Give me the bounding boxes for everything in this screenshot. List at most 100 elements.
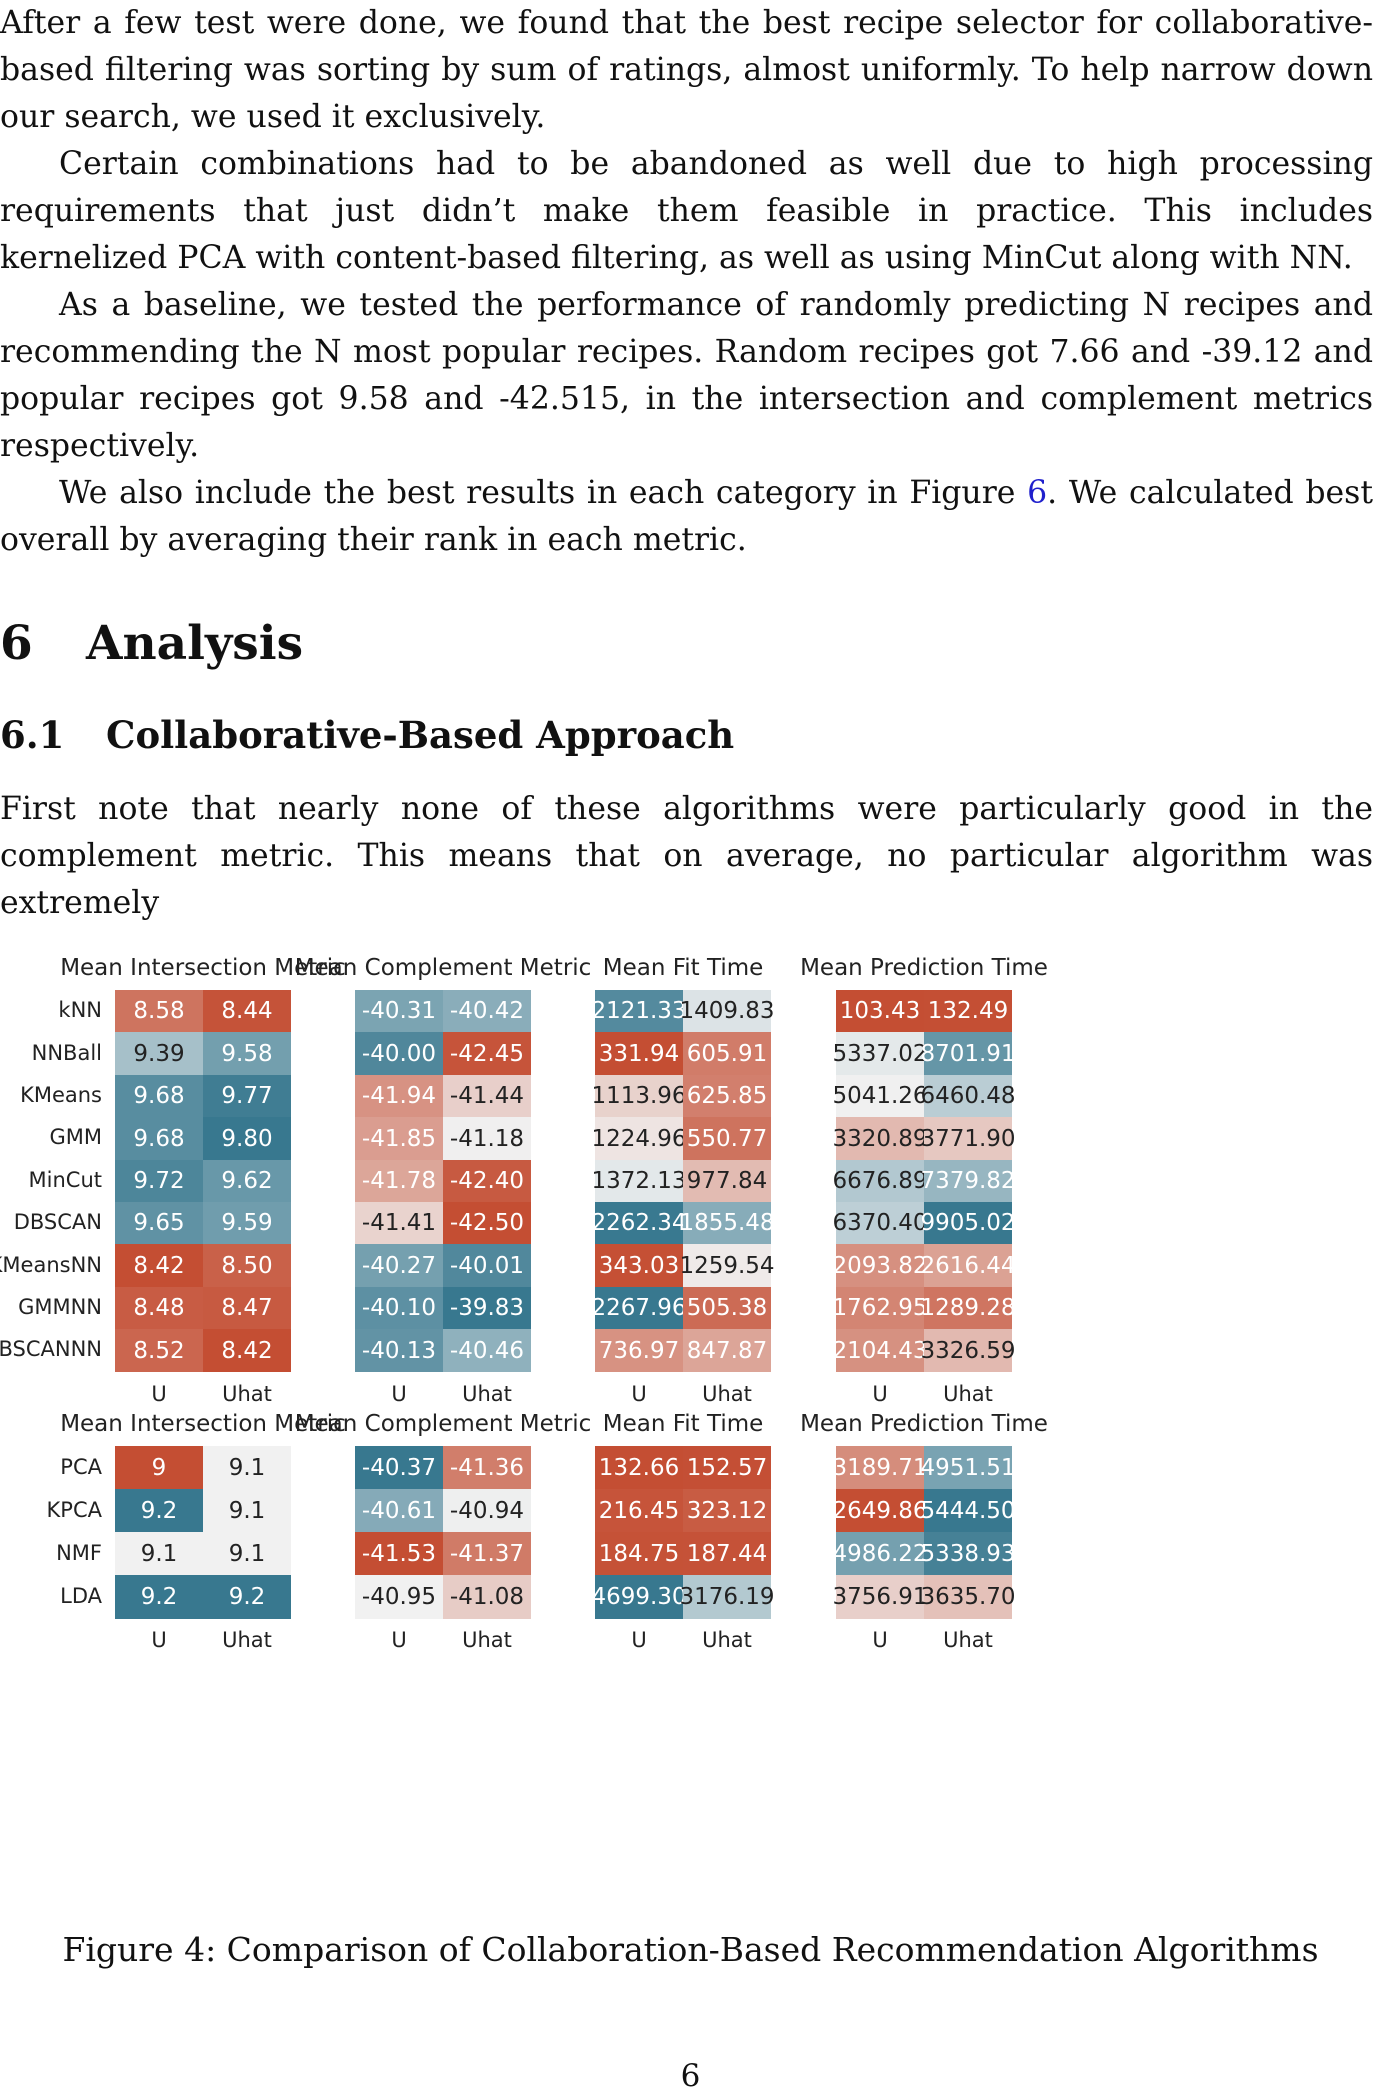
heatmap-title: Mean Complement Metric [294, 955, 592, 981]
heatmap-cell: 9.77 [203, 1074, 291, 1118]
heatmap-cell: 9.68 [115, 1074, 203, 1118]
heatmap-cell: 2616.44 [920, 1244, 1016, 1288]
heatmap-cell: 8.44 [203, 990, 291, 1033]
heatmap-cell: -40.46 [443, 1329, 531, 1373]
heatmap-cell: -41.53 [355, 1532, 443, 1576]
row-label: DBSCAN [13, 1210, 102, 1235]
heatmap-cell: 2262.34 [591, 1202, 687, 1245]
heatmap-cell: 9.58 [203, 1032, 291, 1076]
heatmap-cell: -40.13 [355, 1329, 443, 1373]
heatmap-cell: 331.94 [595, 1032, 683, 1076]
paragraph: Certain combinations had to be abandoned… [0, 146, 1373, 276]
heatmap-cell: 187.44 [683, 1532, 771, 1576]
row-label: KMeans [20, 1083, 102, 1107]
subsection-number: 6.1 [0, 713, 65, 757]
heatmap-cell: -41.44 [443, 1074, 531, 1118]
paragraph: As a baseline, we tested the performance… [0, 287, 1373, 464]
heatmap-cell: -42.50 [443, 1202, 531, 1245]
heatmap-cell: 1762.95 [832, 1286, 928, 1330]
heatmap-cell: 8.52 [115, 1329, 203, 1373]
heatmap-cell: 505.38 [683, 1286, 771, 1330]
row-label: KMeansNN [0, 1252, 102, 1277]
heatmap-cell: 736.97 [595, 1329, 683, 1373]
column-label: Uhat [943, 1628, 993, 1652]
heatmap-cell: 9.68 [115, 1117, 203, 1161]
body-text-top: After a few test were done, we found tha… [0, 0, 1373, 564]
heatmap-cell: 9905.02 [920, 1202, 1016, 1245]
heatmap-cell: 7379.82 [920, 1159, 1016, 1203]
heatmap-cell: 1224.96 [591, 1117, 687, 1161]
subsection-heading: 6.1 Collaborative-Based Approach [0, 713, 734, 757]
column-label: U [631, 1628, 647, 1652]
heatmap-cell: 8.42 [115, 1244, 203, 1288]
paragraph-text: We also include the best results in each… [59, 475, 1028, 511]
heatmap-cell: 343.03 [595, 1244, 683, 1288]
row-label: DBSCANNN [0, 1337, 102, 1362]
column-label: Uhat [702, 1381, 752, 1406]
row-label: KPCA [46, 1497, 102, 1522]
heatmap-title: Mean Complement Metric [294, 1411, 592, 1437]
row-label: GMM [49, 1125, 102, 1150]
heatmap-cell: 132.49 [924, 990, 1012, 1033]
heatmap-cell: -41.37 [443, 1532, 531, 1576]
row-label: GMMNN [18, 1295, 102, 1319]
figure-reference-link[interactable]: 6 [1027, 475, 1048, 511]
heatmap-cell: 1855.48 [679, 1202, 775, 1245]
heatmap-cell: 9.62 [203, 1159, 291, 1203]
heatmap-cell: 9.2 [203, 1575, 291, 1619]
heatmap-cell: -42.45 [443, 1032, 531, 1076]
heatmap-title: Mean Intersection Metric [60, 1411, 346, 1437]
column-label: U [872, 1381, 888, 1406]
column-label: U [391, 1628, 407, 1652]
heatmap-cell: 3756.91 [832, 1575, 928, 1619]
heatmap-cell: 4951.51 [920, 1446, 1016, 1490]
heatmap-cell: 6370.40 [832, 1202, 928, 1245]
heatmap-cell: 550.77 [683, 1117, 771, 1161]
heatmap-cell: 9.59 [203, 1202, 291, 1245]
heatmap-title: Mean Intersection Metric [60, 955, 346, 981]
heatmap-cell: 1113.96 [591, 1074, 687, 1118]
heatmap-cell: -41.78 [355, 1159, 443, 1203]
heatmap-cell: 9.1 [203, 1489, 291, 1533]
heatmap-cell: 4986.22 [832, 1532, 928, 1576]
heatmap-cell: -40.61 [355, 1489, 443, 1533]
column-label: Uhat [222, 1628, 272, 1652]
heatmap-cell: 977.84 [683, 1159, 771, 1203]
row-label: NMF [56, 1540, 102, 1565]
heatmap-cell: 2267.96 [591, 1286, 687, 1330]
heatmap-cell: 9.1 [115, 1532, 203, 1576]
heatmap-cell: -41.94 [355, 1074, 443, 1118]
heatmap-cell: 5337.02 [832, 1032, 928, 1076]
heatmap-cell: 9.72 [115, 1159, 203, 1203]
heatmap-cell: -40.01 [443, 1244, 531, 1288]
paragraph: We also include the best results in each… [0, 470, 1373, 564]
heatmap-cell: 2121.33 [591, 990, 687, 1033]
heatmap-cell: 9.80 [203, 1117, 291, 1161]
figure-caption: Figure 4: Comparison of Collaboration-Ba… [62, 1930, 1319, 1969]
column-label: Uhat [462, 1628, 512, 1652]
heatmap-cell: 323.12 [683, 1489, 771, 1533]
heatmap-cell: 8.42 [203, 1329, 291, 1373]
column-label: Uhat [462, 1381, 512, 1406]
heatmap-cell: 9.1 [203, 1532, 291, 1576]
heatmap-cell: -40.94 [443, 1489, 531, 1533]
row-label: NNBall [31, 1040, 102, 1065]
heatmap-title: Mean Prediction Time [800, 1411, 1048, 1437]
section-heading: 6 Analysis [0, 616, 303, 671]
heatmap-cell: 2093.82 [832, 1244, 928, 1288]
heatmap-cell: -40.00 [355, 1032, 443, 1076]
heatmap-cell: 4699.30 [591, 1575, 687, 1619]
heatmap-figure: kNN NNBall KMeans GMM MinCut DBSCAN KMeansNN GM… [0, 950, 1381, 1880]
column-label: U [151, 1381, 167, 1406]
heatmap-cell: 9.2 [115, 1575, 203, 1619]
heatmap-cell: -40.42 [443, 990, 531, 1033]
heatmap-cell: 8701.91 [920, 1032, 1016, 1076]
heatmap-cell: -40.10 [355, 1286, 443, 1330]
heatmap-cell: 1409.83 [679, 990, 775, 1033]
heatmap-cell: -40.27 [355, 1244, 443, 1288]
heatmap-cell: 9 [115, 1446, 203, 1490]
heatmap-cell: -40.37 [355, 1446, 443, 1490]
column-label: U [872, 1628, 888, 1652]
heatmap-cell: 3771.90 [920, 1117, 1016, 1161]
row-label: LDA [60, 1583, 102, 1608]
